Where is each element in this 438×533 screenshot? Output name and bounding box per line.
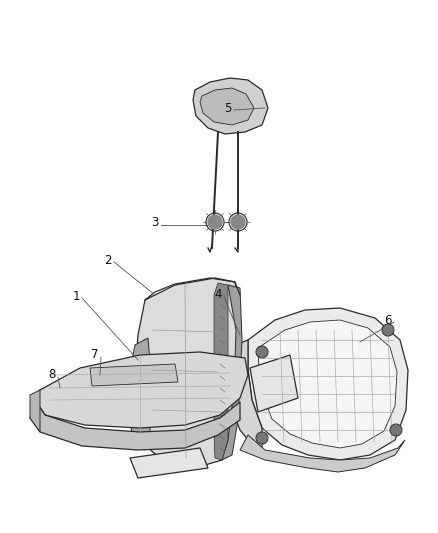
Text: 1: 1 xyxy=(72,289,80,303)
Polygon shape xyxy=(193,78,268,134)
Circle shape xyxy=(257,347,267,357)
Polygon shape xyxy=(240,435,405,472)
Circle shape xyxy=(208,215,222,229)
Polygon shape xyxy=(250,355,298,412)
Polygon shape xyxy=(128,338,152,450)
Text: 2: 2 xyxy=(104,254,112,266)
Circle shape xyxy=(383,325,393,335)
Text: 6: 6 xyxy=(384,313,392,327)
Polygon shape xyxy=(258,320,397,448)
Text: 4: 4 xyxy=(214,288,222,302)
Polygon shape xyxy=(228,340,262,452)
Text: 8: 8 xyxy=(48,368,56,382)
Polygon shape xyxy=(248,308,408,460)
Circle shape xyxy=(391,425,401,435)
Polygon shape xyxy=(30,390,40,432)
Polygon shape xyxy=(90,364,178,386)
Text: 7: 7 xyxy=(91,349,99,361)
Polygon shape xyxy=(35,352,248,428)
Polygon shape xyxy=(30,400,240,450)
Polygon shape xyxy=(222,285,242,460)
Polygon shape xyxy=(130,448,208,478)
Text: 3: 3 xyxy=(151,216,159,230)
Text: 5: 5 xyxy=(224,101,232,115)
Circle shape xyxy=(231,215,245,229)
Polygon shape xyxy=(214,283,228,460)
Polygon shape xyxy=(135,278,240,468)
Polygon shape xyxy=(200,88,254,125)
Circle shape xyxy=(257,433,267,443)
